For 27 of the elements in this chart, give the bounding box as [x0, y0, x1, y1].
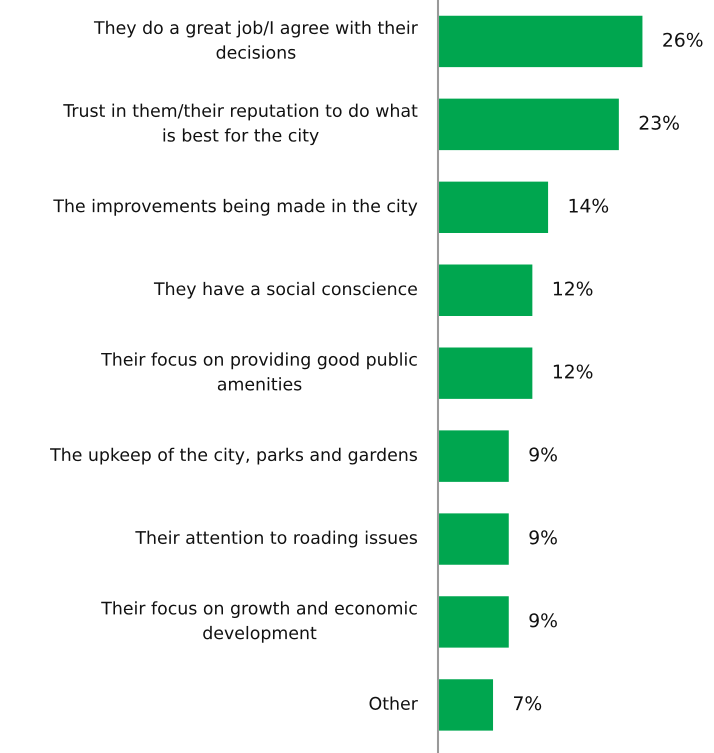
data-label: 9%	[529, 447, 557, 462]
bar	[438, 182, 548, 234]
y-tick-label: Other	[370, 696, 418, 710]
y-tick-label: The improvements being made in the city	[53, 198, 418, 216]
y-tick-label: They do a great job/I agree with their decisions	[94, 20, 418, 59]
y-tick-label: Trust in them/their reputation to do what is best for the city	[63, 104, 418, 146]
bar	[438, 347, 532, 399]
bar	[438, 430, 509, 482]
data-label: 9%	[529, 613, 557, 628]
data-label: 12%	[554, 364, 592, 379]
data-label: 7%	[514, 696, 542, 710]
y-tick-label: Their focus on growth and economic development	[101, 601, 417, 643]
y-tick-label: Their focus on providing good public amenities	[101, 352, 417, 391]
data-label: 23%	[640, 116, 679, 130]
bar	[438, 513, 509, 565]
bar	[438, 16, 642, 68]
bar	[438, 264, 532, 316]
y-tick-label: The upkeep of the city, parks and gardens	[50, 448, 418, 465]
data-label: 12%	[554, 282, 592, 296]
data-label: 14%	[570, 198, 608, 213]
y-tick-label: They have a social conscience	[154, 282, 417, 299]
data-label: 26%	[663, 32, 703, 47]
bar	[438, 679, 494, 731]
bar	[438, 98, 619, 150]
data-label: 9%	[529, 530, 557, 544]
bar	[438, 596, 509, 648]
y-tick-label: Their attention to roading issues	[135, 530, 418, 548]
